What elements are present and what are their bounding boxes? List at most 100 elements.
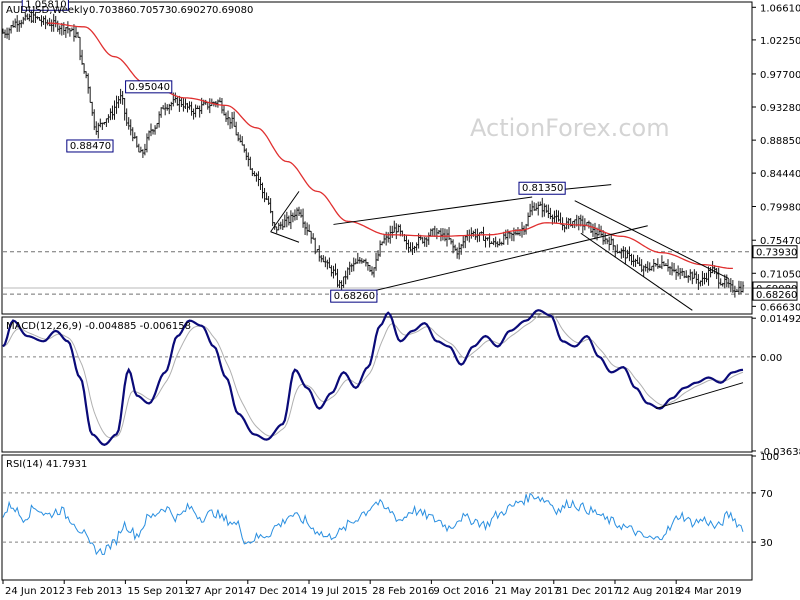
ohlc-bar — [66, 21, 70, 34]
ohlc-bar — [78, 36, 82, 61]
trend-line — [574, 200, 730, 279]
ohlc-bar — [650, 265, 653, 271]
ohlc-bar — [13, 18, 17, 28]
ohlc-bar — [342, 276, 345, 288]
ohlc-bar — [58, 25, 61, 35]
price-axis-box: 0.68260 — [752, 287, 798, 301]
ohlc-bar — [178, 95, 181, 112]
ohlc-bar — [119, 88, 122, 104]
ohlc-bar — [289, 210, 293, 230]
x-tick-label: 7 Dec 2014 — [250, 586, 308, 597]
ohlc-bar — [593, 222, 597, 240]
x-tick-label: 24 Mar 2019 — [678, 586, 741, 597]
ohlc-bar — [626, 249, 629, 259]
ohlc-bar — [105, 118, 108, 127]
ohlc-bar — [5, 27, 9, 39]
ohlc-bar — [437, 229, 441, 235]
x-tick-label: 27 Apr 2014 — [189, 586, 251, 597]
ohlc-bar — [127, 117, 130, 130]
ohlc-bar — [271, 210, 274, 227]
ohlc-bar — [291, 212, 295, 223]
ohlc-open: 0.70386 — [89, 5, 130, 16]
ohlc-bar — [15, 15, 19, 32]
macd-title: MACD(12,26,9) -0.004885 -0.006158 — [6, 321, 191, 332]
ohlc-bar — [88, 86, 92, 103]
ohlc-bar — [263, 187, 266, 203]
ohlc-bar — [636, 255, 639, 264]
ohlc-bar — [482, 226, 485, 241]
rsi-tick-label: 30 — [760, 538, 773, 549]
ohlc-bar — [356, 252, 359, 264]
ohlc-bar — [151, 128, 155, 135]
ohlc-bar — [80, 49, 84, 65]
svg-text:0.81350: 0.81350 — [522, 183, 563, 194]
ohlc-bar — [309, 230, 313, 244]
x-tick-label: 21 May 2017 — [495, 586, 560, 597]
ohlc-bar — [133, 132, 136, 139]
ohlc-bar — [630, 253, 633, 266]
ohlc-bar — [741, 281, 745, 293]
ohlc-high: 0.70573 — [130, 5, 171, 16]
ohlc-low: 0.69027 — [171, 5, 212, 16]
x-tick-label: 31 Dec 2017 — [556, 586, 620, 597]
svg-text:0.73930: 0.73930 — [756, 248, 797, 259]
price-annotation: 0.88470 — [66, 139, 114, 153]
rsi-title: RSI(14) 41.7931 — [6, 459, 87, 470]
ohlc-bar — [145, 133, 149, 153]
ohlc-bar — [121, 90, 124, 105]
ohlc-bar — [711, 260, 714, 274]
ohlc-bar — [76, 31, 80, 38]
ohlc-bar — [277, 222, 280, 231]
x-tick-label: 9 Oct 2016 — [433, 586, 488, 597]
svg-text:0.95040: 0.95040 — [129, 82, 170, 93]
ohlc-bar — [670, 262, 674, 276]
ohlc-bar — [395, 223, 398, 240]
ohlc-bar — [541, 197, 544, 218]
ohlc-bar — [494, 236, 497, 248]
ohlc-bar — [397, 224, 400, 233]
ohlc-bar — [439, 228, 443, 242]
ohlc-bar — [537, 201, 540, 216]
ohlc-bar — [269, 198, 272, 214]
x-tick-label: 15 Sep 2013 — [127, 586, 190, 597]
ohlc-bar — [137, 143, 141, 153]
ohlc-bar — [131, 127, 134, 142]
price-chart: 1.05810 0.88470 0.95040 0.81350 0.68260 — [1, 0, 751, 311]
ohlc-close: 0.69080 — [212, 5, 253, 16]
trend-line — [270, 191, 300, 233]
ohlc-bar — [668, 266, 672, 275]
ohlc-bar — [54, 15, 57, 28]
ohlc-bar — [18, 20, 21, 32]
ohlc-bar — [512, 227, 516, 242]
ohlc-bar — [689, 269, 692, 281]
ohlc-bar — [198, 105, 201, 118]
ohlc-bar — [328, 257, 331, 269]
ohlc-bar — [159, 107, 163, 118]
ohlc-bar — [153, 125, 157, 135]
ohlc-bar — [344, 270, 347, 285]
ohlc-bar — [336, 268, 339, 288]
ohlc-bar — [186, 102, 189, 113]
x-tick-label: 19 Jul 2015 — [311, 586, 368, 597]
price-tick-label: 0.79980 — [760, 202, 800, 213]
ohlc-bar — [725, 274, 728, 288]
ohlc-bar — [488, 233, 491, 248]
ohlc-bar — [378, 240, 382, 257]
ohlc-bar — [332, 265, 335, 279]
ohlc-bar — [261, 182, 264, 199]
ohlc-bar — [372, 267, 376, 278]
ohlc-bar — [362, 259, 366, 263]
ohlc-bar — [559, 212, 562, 225]
ohlc-bar — [311, 233, 315, 240]
ohlc-bar — [705, 272, 708, 283]
x-tick-label: 28 Feb 2016 — [372, 586, 434, 597]
ohlc-bar — [652, 259, 655, 272]
svg-text:0.68260: 0.68260 — [334, 291, 375, 302]
ohlc-bar — [194, 104, 197, 118]
ohlc-readout: 0.70386 0.70573 0.69027 0.69080 — [89, 5, 253, 16]
ohlc-bar — [415, 242, 418, 251]
ohlc-bar — [393, 220, 396, 233]
svg-text:0.68260: 0.68260 — [756, 290, 797, 301]
ohlc-bar — [457, 242, 461, 260]
ohlc-bar — [451, 239, 455, 254]
